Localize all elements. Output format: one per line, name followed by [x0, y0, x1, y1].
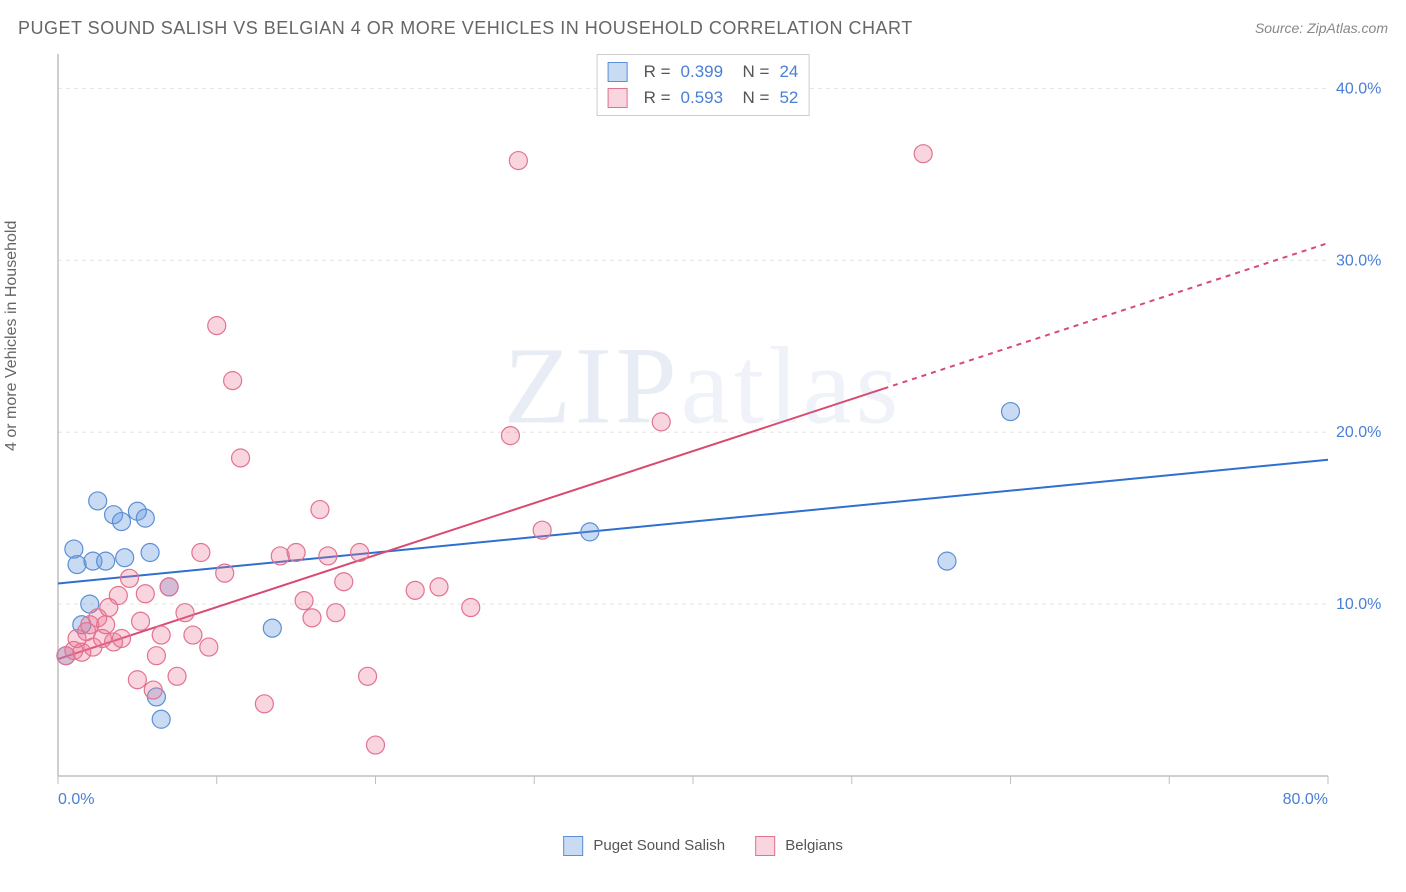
data-point: [89, 492, 107, 510]
data-point: [128, 671, 146, 689]
stat-n-belgians: 52: [779, 85, 798, 111]
stat-n-label: N =: [733, 59, 769, 85]
data-point: [311, 501, 329, 519]
legend-swatch-belgians: [755, 836, 775, 856]
data-point: [367, 736, 385, 754]
data-point: [120, 569, 138, 587]
swatch-salish: [608, 62, 628, 82]
data-point: [160, 578, 178, 596]
y-tick-label: 10.0%: [1336, 596, 1381, 613]
data-point: [501, 427, 519, 445]
stats-legend-box: R = 0.399 N = 24 R = 0.593 N = 52: [597, 54, 810, 116]
data-point: [406, 581, 424, 599]
x-tick-label: 80.0%: [1283, 791, 1328, 808]
source-name: ZipAtlas.com: [1307, 20, 1388, 36]
data-point: [287, 544, 305, 562]
stat-n-label: N =: [733, 85, 769, 111]
trend-line-dashed: [884, 243, 1329, 389]
data-point: [509, 152, 527, 170]
scatter-plot: 0.0% 80.0% 10.0% 20.0% 30.0% 40.0%: [18, 46, 1388, 826]
data-point: [176, 604, 194, 622]
data-point: [938, 552, 956, 570]
legend-label-salish: Puget Sound Salish: [593, 837, 725, 854]
data-point: [271, 547, 289, 565]
data-point: [113, 629, 131, 647]
legend-bottom: Puget Sound Salish Belgians: [563, 836, 843, 856]
data-point: [581, 523, 599, 541]
data-point: [359, 667, 377, 685]
header: PUGET SOUND SALISH VS BELGIAN 4 OR MORE …: [0, 0, 1406, 46]
data-point: [184, 626, 202, 644]
data-point: [132, 612, 150, 630]
y-tick-label: 20.0%: [1336, 424, 1381, 441]
stats-row-salish: R = 0.399 N = 24: [608, 59, 799, 85]
source-prefix: Source:: [1255, 20, 1307, 36]
data-point: [116, 549, 134, 567]
data-point: [113, 513, 131, 531]
data-point: [109, 587, 127, 605]
data-point: [68, 556, 86, 574]
y-tick-label: 30.0%: [1336, 252, 1381, 269]
stat-r-salish: 0.399: [681, 59, 724, 85]
y-axis-label: 4 or more Vehicles in Household: [3, 221, 21, 451]
legend-item-salish: Puget Sound Salish: [563, 836, 725, 856]
data-point: [335, 573, 353, 591]
data-point: [1002, 403, 1020, 421]
data-point: [147, 647, 165, 665]
data-point: [255, 695, 273, 713]
data-point: [430, 578, 448, 596]
data-point: [652, 413, 670, 431]
source-attribution: Source: ZipAtlas.com: [1255, 20, 1388, 36]
data-point: [152, 710, 170, 728]
x-tick-label: 0.0%: [58, 791, 94, 808]
stat-r-belgians: 0.593: [681, 85, 724, 111]
data-point: [319, 547, 337, 565]
data-point: [192, 544, 210, 562]
chart-title: PUGET SOUND SALISH VS BELGIAN 4 OR MORE …: [18, 18, 913, 39]
data-point: [351, 544, 369, 562]
data-point: [462, 599, 480, 617]
data-point: [327, 604, 345, 622]
trend-line: [58, 460, 1328, 584]
data-point: [295, 592, 313, 610]
data-point: [136, 585, 154, 603]
data-point: [144, 681, 162, 699]
data-point: [136, 509, 154, 527]
data-point: [65, 540, 83, 558]
data-point: [152, 626, 170, 644]
data-point: [263, 619, 281, 637]
chart-area: 4 or more Vehicles in Household ZIPatlas…: [18, 46, 1388, 856]
data-point: [208, 317, 226, 335]
data-point: [200, 638, 218, 656]
data-point: [232, 449, 250, 467]
y-tick-label: 40.0%: [1336, 80, 1381, 97]
stats-row-belgians: R = 0.593 N = 52: [608, 85, 799, 111]
legend-swatch-salish: [563, 836, 583, 856]
data-point: [914, 145, 932, 163]
data-point: [97, 616, 115, 634]
legend-label-belgians: Belgians: [785, 837, 843, 854]
data-point: [533, 521, 551, 539]
data-point: [141, 544, 159, 562]
stat-r-label: R =: [644, 59, 671, 85]
legend-item-belgians: Belgians: [755, 836, 843, 856]
data-point: [168, 667, 186, 685]
swatch-belgians: [608, 88, 628, 108]
data-point: [224, 372, 242, 390]
data-point: [303, 609, 321, 627]
stat-n-salish: 24: [779, 59, 798, 85]
stat-r-label: R =: [644, 85, 671, 111]
data-point: [97, 552, 115, 570]
data-point: [216, 564, 234, 582]
